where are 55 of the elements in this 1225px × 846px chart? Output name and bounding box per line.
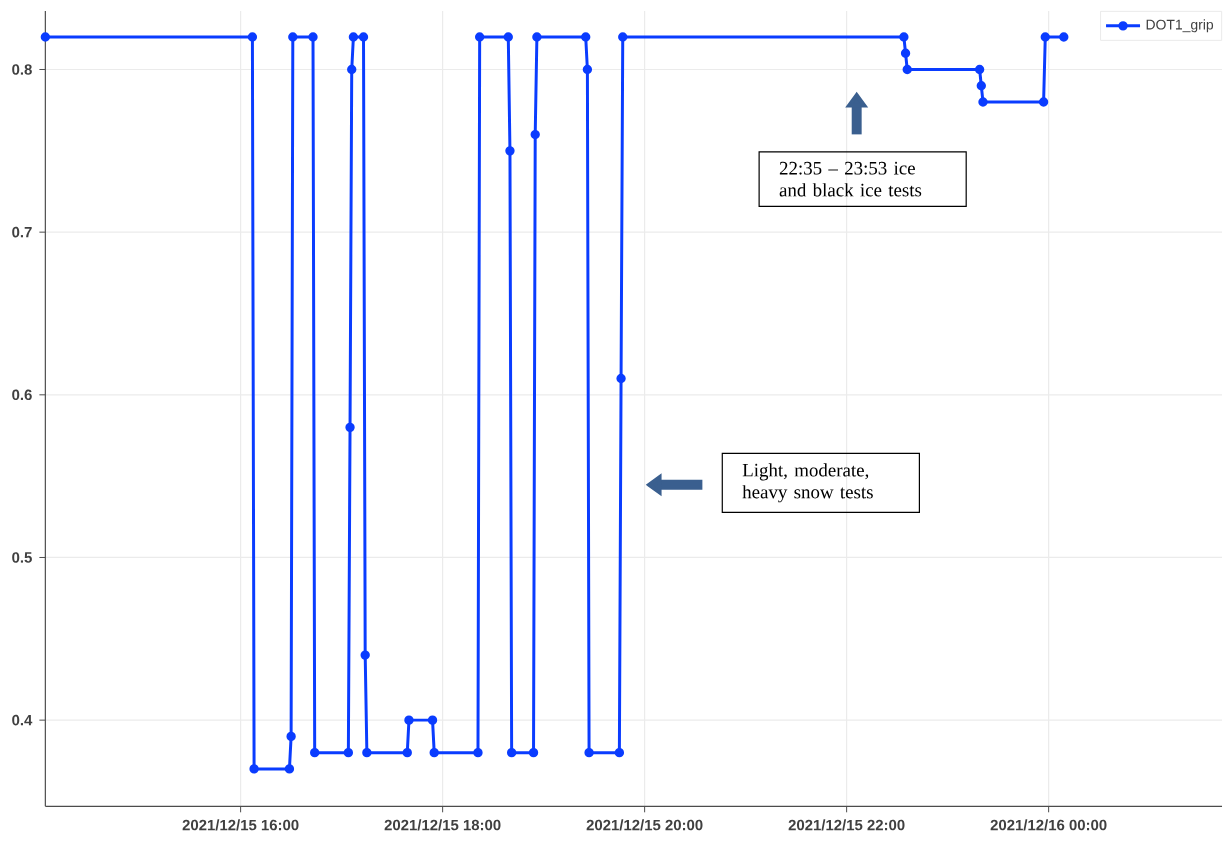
y-tick-label: 0.4	[12, 714, 33, 726]
point	[581, 32, 591, 42]
point	[288, 32, 298, 42]
point	[614, 747, 625, 758]
y-tick-label: 0.8	[12, 64, 32, 75]
point	[616, 373, 626, 384]
x-tick-label: 2021/12/16 00:00	[990, 819, 1107, 831]
y-tick-label: 0.7	[12, 226, 32, 238]
annotation: Light, moderate, heavy snow tests	[742, 463, 873, 503]
point	[1040, 32, 1050, 42]
point	[530, 129, 540, 140]
point	[474, 32, 485, 42]
point	[402, 747, 412, 758]
point	[528, 747, 539, 758]
point	[358, 32, 369, 42]
point	[286, 731, 296, 742]
point	[503, 32, 513, 42]
point	[506, 747, 517, 758]
point	[404, 715, 414, 725]
annotation: 22:35 – 23:53 ice and black ice tests	[779, 161, 922, 197]
point	[347, 64, 357, 75]
point	[976, 81, 986, 91]
point	[505, 146, 515, 156]
point	[473, 747, 483, 758]
point	[1059, 32, 1069, 42]
point	[900, 48, 911, 58]
y-tick-label: 0.5	[12, 552, 32, 563]
point	[978, 97, 988, 107]
point	[429, 747, 439, 758]
point	[343, 747, 354, 758]
point	[249, 764, 259, 774]
point	[284, 764, 295, 774]
point	[308, 32, 318, 42]
point	[902, 64, 912, 75]
point	[345, 422, 355, 432]
point	[310, 747, 320, 758]
point	[974, 64, 985, 75]
x-tick-label: 2021/12/15 18:00	[384, 819, 501, 831]
point	[348, 32, 359, 42]
point	[247, 32, 258, 42]
x-tick-label: 2021/12/15 16:00	[182, 819, 299, 831]
point	[1038, 97, 1049, 107]
point	[618, 32, 628, 42]
point	[362, 747, 372, 758]
legend-label: DOT1_grip	[1146, 19, 1214, 33]
point	[40, 32, 51, 42]
point	[360, 650, 370, 660]
x-tick-label: 2021/12/15 22:00	[788, 819, 905, 831]
point	[899, 32, 909, 42]
x-tick-label: 2021/12/15 20:00	[586, 819, 703, 831]
point	[532, 32, 542, 42]
point	[582, 64, 593, 75]
point	[427, 715, 438, 725]
y-tick-label: 0.6	[12, 389, 32, 401]
point	[584, 747, 594, 758]
